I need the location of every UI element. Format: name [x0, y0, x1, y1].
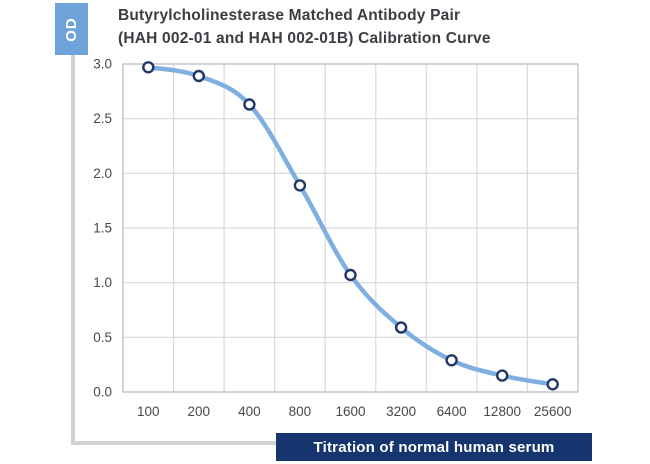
calibration-curve-line	[146, 65, 555, 387]
x-tick-label: 100	[137, 404, 160, 419]
y-tick-label: 2.5	[93, 111, 112, 126]
x-tick-label: 12800	[483, 404, 521, 419]
y-axis-label: OD	[63, 16, 80, 42]
data-point-marker	[496, 369, 509, 382]
plot-border	[122, 63, 579, 393]
x-axis-label-box: Titration of normal human serum	[276, 433, 592, 461]
y-tick-label: 3.0	[93, 57, 112, 72]
y-tick-label: 0.5	[93, 330, 112, 345]
x-tick-label: 6400	[437, 404, 467, 419]
data-point-marker	[142, 61, 155, 74]
data-point-marker	[546, 378, 559, 391]
data-point-marker	[445, 354, 458, 367]
data-point-marker	[394, 321, 408, 334]
y-tick-label: 1.0	[93, 275, 112, 290]
data-point-marker	[192, 69, 206, 83]
data-point-marker	[344, 268, 357, 282]
data-point-marker	[243, 98, 256, 111]
x-tick-label: 200	[188, 404, 211, 419]
y-axis-label-box: OD	[55, 3, 88, 55]
axis-frame-vertical-line	[71, 54, 75, 445]
data-point-marker	[293, 179, 307, 192]
chart-title: Butyrylcholinesterase Matched Antibody P…	[118, 7, 491, 47]
y-tick-label: 2.0	[93, 166, 112, 181]
y-tick-label: 0.0	[93, 385, 112, 400]
y-tick-label: 1.5	[93, 221, 112, 236]
x-axis-label: Titration of normal human serum	[313, 438, 555, 456]
x-tick-label: 1600	[335, 404, 365, 419]
x-tick-label: 400	[238, 404, 261, 419]
x-tick-label: 3200	[386, 404, 416, 419]
x-tick-label: 800	[289, 404, 312, 419]
x-tick-label: 25600	[534, 404, 572, 419]
